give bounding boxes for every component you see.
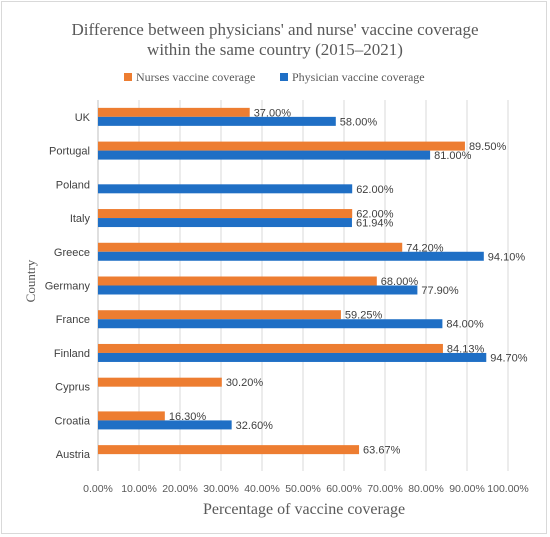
category-label: Poland bbox=[56, 179, 90, 191]
category-label: Germany bbox=[45, 281, 91, 293]
x-tick-label: 40.00% bbox=[244, 483, 280, 495]
x-tick-label: 0.00% bbox=[83, 483, 113, 495]
y-axis-title: Country bbox=[23, 259, 38, 302]
data-label-physicians: 58.00% bbox=[340, 116, 378, 128]
bar-physicians bbox=[98, 116, 336, 126]
category-label: Italy bbox=[70, 213, 91, 225]
legend: Nurses vaccine coverage Physician vaccin… bbox=[124, 70, 425, 84]
data-label-physicians: 62.00% bbox=[356, 184, 394, 196]
bar-nurses bbox=[98, 310, 341, 320]
bar-nurses bbox=[98, 107, 250, 117]
bar-physicians bbox=[98, 184, 353, 194]
data-label-nurses: 84.13% bbox=[447, 343, 485, 355]
bar-physicians bbox=[98, 251, 484, 261]
legend-swatch-physicians bbox=[280, 73, 288, 81]
data-label-nurses: 63.67% bbox=[363, 445, 401, 457]
bar-physicians bbox=[98, 352, 487, 362]
category-label: Greece bbox=[54, 247, 90, 259]
bar-nurses bbox=[98, 411, 165, 421]
x-tick-label: 60.00% bbox=[326, 483, 362, 495]
data-label-physicians: 32.60% bbox=[236, 420, 274, 432]
data-label-nurses: 16.30% bbox=[169, 411, 207, 423]
data-label-physicians: 77.90% bbox=[421, 285, 459, 297]
x-tick-label: 90.00% bbox=[449, 483, 485, 495]
chart-title-line-1: Difference between physicians' and nurse… bbox=[71, 20, 478, 39]
data-label-physicians: 94.70% bbox=[490, 352, 528, 364]
x-tick-labels: 0.00% 10.00% 20.00% 30.00% 40.00% 50.00% 60.00… bbox=[83, 483, 529, 495]
bar-nurses bbox=[98, 445, 360, 455]
legend-swatch-nurses bbox=[124, 73, 132, 81]
category-label: Croatia bbox=[55, 415, 91, 427]
bar-nurses bbox=[98, 209, 353, 219]
data-label-nurses: 59.25% bbox=[345, 310, 383, 322]
category-label: Cyprus bbox=[55, 382, 90, 394]
bar-physicians bbox=[98, 285, 418, 295]
data-label-nurses: 62.00% bbox=[356, 209, 394, 221]
bar-physicians bbox=[98, 150, 431, 160]
x-tick-label: 80.00% bbox=[408, 483, 444, 495]
x-tick-label: 100.00% bbox=[487, 483, 528, 495]
bar-nurses bbox=[98, 242, 403, 252]
x-tick-label: 10.00% bbox=[121, 483, 157, 495]
x-tick-label: 30.00% bbox=[203, 483, 239, 495]
x-axis-title: Percentage of vaccine coverage bbox=[203, 501, 405, 518]
bar-physicians bbox=[98, 319, 443, 329]
category-label: Austria bbox=[56, 449, 91, 461]
data-label-physicians: 61.94% bbox=[356, 218, 394, 230]
data-label-nurses: 74.20% bbox=[406, 242, 444, 254]
data-label-physicians: 94.10% bbox=[488, 251, 526, 263]
x-tick-label: 70.00% bbox=[367, 483, 403, 495]
category-labels: UK Portugal Poland Italy Greece Germany France… bbox=[45, 112, 91, 461]
legend-label-nurses: Nurses vaccine coverage bbox=[136, 70, 255, 84]
chart-title-line-2: within the same country (2015‒2021) bbox=[147, 40, 403, 59]
data-label-nurses: 89.50% bbox=[469, 141, 507, 153]
category-label: France bbox=[56, 314, 90, 326]
data-label-nurses: 37.00% bbox=[254, 107, 292, 119]
x-tick-label: 20.00% bbox=[162, 483, 198, 495]
x-tick-label: 50.00% bbox=[285, 483, 321, 495]
bar-physicians bbox=[98, 420, 232, 430]
data-label-physicians: 84.00% bbox=[446, 319, 484, 331]
data-label-physicians: 81.00% bbox=[434, 150, 472, 162]
data-label-nurses: 30.20% bbox=[226, 377, 264, 389]
category-label: Portugal bbox=[49, 146, 90, 158]
data-labels: 37.00%58.00%89.50%81.00%62.00%62.00%61.9… bbox=[169, 107, 528, 456]
bars bbox=[98, 107, 487, 455]
category-label: UK bbox=[75, 112, 91, 124]
data-label-nurses: 68.00% bbox=[381, 276, 419, 288]
bar-nurses bbox=[98, 276, 377, 286]
bar-physicians bbox=[98, 218, 352, 228]
bar-nurses bbox=[98, 377, 222, 387]
category-label: Finland bbox=[54, 348, 90, 360]
legend-label-physicians: Physician vaccine coverage bbox=[292, 70, 425, 84]
gridlines bbox=[97, 100, 509, 471]
bar-nurses bbox=[98, 343, 443, 353]
bar-nurses bbox=[98, 141, 465, 151]
